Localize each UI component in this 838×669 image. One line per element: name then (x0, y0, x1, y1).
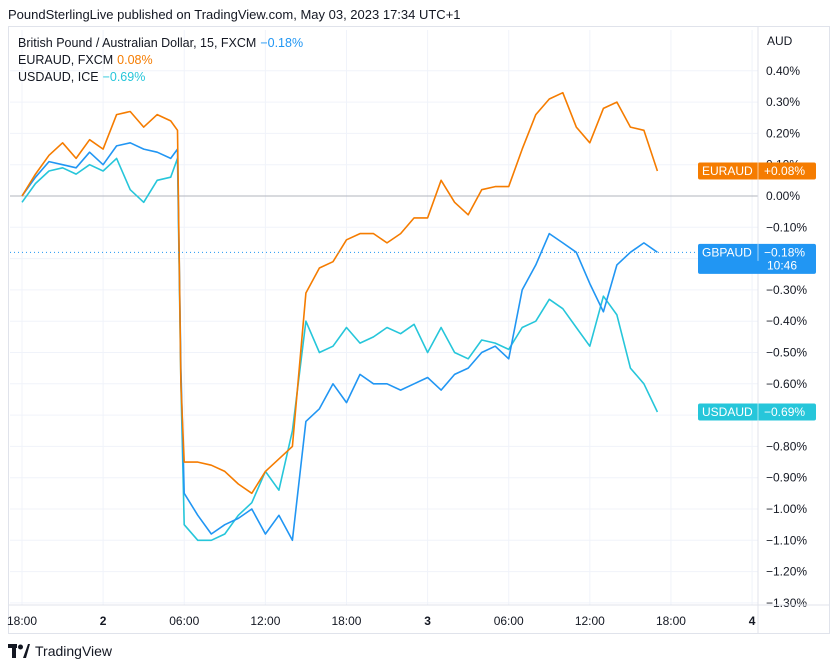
price-tags-layer: EURAUD +0.08% GBPAUD −0.18%10:46 USDAUD −0.69… (698, 162, 816, 421)
x-tick-label: 18:00 (331, 614, 361, 628)
y-tick-label: −1.10% (766, 533, 807, 547)
legend: British Pound / Australian Dollar, 15, F… (18, 35, 303, 86)
series-layer (10, 91, 698, 542)
y-tick-label: −1.20% (766, 565, 807, 579)
series-line-usdaud (21, 157, 659, 542)
price-tag-symbol: USDAUD (702, 405, 753, 419)
axis-layer: 0.40%0.30%0.20%0.10%0.00%−0.10%−0.20%−0.… (7, 26, 830, 634)
y-tick-label: −0.90% (766, 471, 807, 485)
y-tick-label: −0.40% (766, 314, 807, 328)
x-tick-label: 2 (100, 614, 107, 628)
branding-name: TradingView (35, 643, 113, 659)
y-tick-label: −0.50% (766, 346, 807, 360)
y-tick-label: −1.30% (766, 596, 807, 610)
price-tag-symbol: GBPAUD (702, 245, 752, 259)
publisher-caption: PoundSterlingLive published on TradingVi… (8, 7, 461, 22)
x-tick-label: 12:00 (250, 614, 280, 628)
x-tick-label: 18:00 (7, 614, 37, 628)
chart-frame (8, 26, 830, 634)
x-tick-label: 06:00 (494, 614, 524, 628)
price-tag-gbpaud[interactable]: GBPAUD −0.18%10:46 (698, 243, 816, 274)
series-line-euraud (21, 91, 659, 495)
price-tag-value: −0.18% (764, 245, 805, 259)
y-tick-label: 0.00% (766, 189, 800, 203)
price-tag-bg (698, 162, 816, 180)
y-tick-label: 0.40% (766, 64, 800, 78)
legend-label-usdaud: USDAUD, ICE (18, 70, 99, 84)
x-tick-label: 4 (749, 614, 756, 628)
legend-item-usdaud[interactable]: USDAUD, ICE −0.69% (18, 69, 303, 86)
price-tag-time: 10:46 (767, 258, 797, 272)
legend-label-euraud: EURAUD, FXCM (18, 53, 114, 67)
legend-value-euraud: 0.08% (117, 53, 153, 67)
y-tick-label: −0.10% (766, 220, 807, 234)
tradingview-logo-icon (8, 644, 30, 658)
x-tick-label: 06:00 (169, 614, 199, 628)
y-tick-label: 0.30% (766, 95, 800, 109)
price-tag-usdaud[interactable]: USDAUD −0.69% (698, 403, 816, 421)
legend-value-gbpaud: −0.18% (260, 36, 304, 50)
x-tick-label: 3 (424, 614, 431, 628)
y-tick-label: −0.30% (766, 283, 807, 297)
y-tick-label: −1.00% (766, 502, 807, 516)
legend-label-gbpaud: British Pound / Australian Dollar, 15, F… (18, 36, 257, 50)
x-tick-label: 12:00 (575, 614, 605, 628)
y-tick-label: −0.80% (766, 439, 807, 453)
price-tag-euraud[interactable]: EURAUD +0.08% (698, 162, 816, 180)
branding[interactable]: TradingView (8, 643, 112, 659)
y-tick-label: −0.60% (766, 377, 807, 391)
x-tick-label: 18:00 (656, 614, 686, 628)
price-tag-symbol: EURAUD (702, 164, 753, 178)
price-tag-bg (698, 403, 816, 421)
price-tag-value: +0.08% (764, 164, 805, 178)
legend-item-gbpaud[interactable]: British Pound / Australian Dollar, 15, F… (18, 35, 303, 52)
legend-value-usdaud: −0.69% (102, 70, 146, 84)
y-tick-label: 0.20% (766, 126, 800, 140)
y-axis-unit: AUD (767, 34, 793, 48)
price-tag-value: −0.69% (764, 405, 805, 419)
series-line-gbpaud (21, 142, 658, 542)
grid-layer (10, 30, 758, 605)
price-tag-bg (698, 243, 816, 274)
legend-item-euraud[interactable]: EURAUD, FXCM 0.08% (18, 52, 303, 69)
